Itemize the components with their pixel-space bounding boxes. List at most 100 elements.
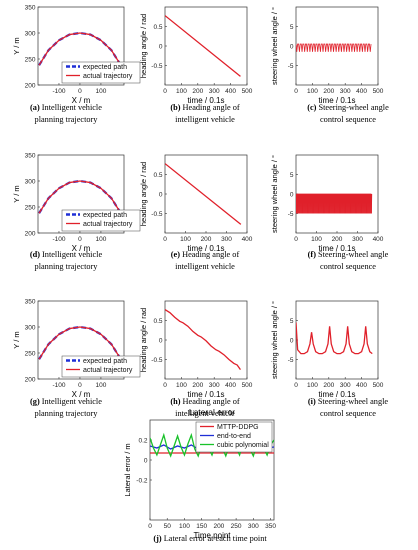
x-tick-label: 350 [265, 523, 276, 530]
x-tick-label: 100 [95, 236, 106, 243]
y-tick-label: 0 [159, 191, 163, 198]
legend: expected path actual trajectory [61, 61, 141, 84]
legend-label: actual trajectory [83, 367, 133, 374]
caption: (e) Heading angle of intelligent vehicle [171, 250, 240, 271]
x-tick-label: 0 [78, 382, 82, 389]
x-tick-label: 100 [180, 236, 191, 243]
y-axis-label: heading angle / rad [139, 162, 148, 226]
caption-text: Intelligent vehicle [42, 103, 102, 112]
x-axis-label: time / 0.1s [319, 244, 356, 253]
x-tick-label: 0 [163, 236, 167, 243]
x-tick-label: 200 [323, 382, 334, 389]
series-line-2 [150, 432, 274, 458]
caption-label: (f) [308, 250, 318, 259]
y-axis-label: Y / m [12, 331, 21, 348]
x-tick-label: 150 [196, 523, 207, 530]
x-tick-label: 400 [242, 236, 253, 243]
caption: (f) Steering-wheel angle control sequence [308, 250, 389, 271]
chart-b: 0 100 200 300 400 500 -0.5 0 0.5 time / 0.1s headi… [139, 6, 253, 124]
series-line [296, 43, 372, 52]
caption-text: control sequence [320, 262, 376, 271]
chart-c: 0 100 200 300 400 500 -5 0 5 time / 0.1s steering … [270, 6, 389, 124]
y-axis-label: Y / m [12, 37, 21, 54]
x-tick-label: 100 [176, 88, 187, 95]
caption: (a) Intelligent vehicle planning trajecto… [30, 103, 102, 124]
x-tick-label: 200 [323, 88, 334, 95]
y-axis-label: Lateral error / m [123, 443, 132, 496]
y-tick-label: 300 [25, 30, 36, 37]
x-tick-label: -100 [52, 236, 65, 243]
caption: (b) Heading angle of intelligent vehicle [170, 103, 240, 124]
caption-label: (c) [307, 103, 318, 112]
chart-f: 0 100 200 300 400 -5 0 5 time / 0.1s steering whe… [270, 154, 389, 271]
caption-text: control sequence [320, 409, 376, 418]
chart-title: Lateral error [189, 407, 235, 417]
chart-a: -100 0 100 200 250 300 350 X / m Y / m expected p… [12, 4, 141, 124]
caption-line: control sequence [320, 262, 376, 271]
x-tick-label: 300 [209, 88, 220, 95]
caption: (j) Lateral error at each time point [153, 534, 267, 543]
legend-label: actual trajectory [83, 73, 133, 80]
x-axis-label: time / 0.1s [188, 244, 225, 253]
plot-area [165, 163, 242, 225]
x-tick-label: 500 [242, 382, 253, 389]
y-tick-label: 350 [25, 298, 36, 305]
caption-line: planning trajectory [35, 409, 99, 418]
plot-frame [164, 6, 248, 86]
x-tick-label: 200 [332, 236, 343, 243]
caption-line: intelligent vehicle [175, 262, 235, 271]
caption: (g) Intelligent vehicle planning trajecto… [30, 397, 102, 418]
caption-text: intelligent vehicle [175, 262, 235, 271]
x-tick-label: 400 [356, 382, 367, 389]
caption-line: (f) Steering-wheel angle [308, 250, 389, 259]
series-line-1 [38, 32, 122, 66]
caption-text: Intelligent vehicle [42, 250, 102, 259]
caption-line: control sequence [320, 115, 376, 124]
legend: expected path actual trajectory [61, 355, 141, 378]
plot-frame [164, 154, 248, 234]
caption-line: (b) Heading angle of [170, 103, 240, 112]
y-tick-label: -0.5 [151, 357, 163, 364]
y-axis-label: steering wheel angle / ° [270, 155, 279, 233]
series-line-1 [38, 180, 122, 214]
y-tick-label: 350 [25, 4, 36, 11]
legend-label: expected path [83, 358, 127, 365]
y-tick-label: 0.5 [153, 24, 162, 31]
y-tick-label: -5 [288, 63, 294, 70]
caption-line: (c) Steering-wheel angle [307, 103, 389, 112]
caption-line: (g) Intelligent vehicle [30, 397, 102, 406]
legend-label: end-to-end [217, 433, 251, 440]
x-tick-label: 100 [95, 382, 106, 389]
plot-area [165, 309, 241, 371]
x-tick-label: 0 [294, 88, 298, 95]
y-tick-label: 350 [25, 152, 36, 159]
caption: (h) Heading angle of intelligent vehicle [170, 397, 240, 418]
x-tick-label: 400 [225, 382, 236, 389]
caption-text: Heading angle of [182, 250, 239, 259]
caption-line: (a) Intelligent vehicle [30, 103, 102, 112]
y-tick-label: 300 [25, 324, 36, 331]
y-tick-label: -0.5 [151, 211, 163, 218]
legend-label: cubic polynomial [217, 442, 269, 449]
x-axis-label: time / 0.1s [319, 390, 356, 399]
caption-line: (j) Lateral error at each time point [153, 534, 267, 543]
x-axis-label: time / 0.1s [188, 96, 225, 105]
y-tick-label: 0.5 [153, 172, 162, 179]
y-tick-label: 0 [159, 43, 163, 50]
legend-box [61, 355, 141, 378]
caption-label: (d) [30, 250, 42, 259]
caption-text: planning trajectory [35, 115, 99, 124]
y-tick-label: 200 [25, 230, 36, 237]
x-tick-label: 0 [163, 88, 167, 95]
caption-line: (i) Steering-wheel angle [308, 397, 388, 406]
x-axis-label: time / 0.1s [319, 96, 356, 105]
plot-area [296, 322, 373, 355]
caption-text: Steering-wheel angle [319, 103, 390, 112]
x-tick-label: 100 [307, 382, 318, 389]
x-axis-label: X / m [72, 244, 91, 253]
plot-area [38, 31, 122, 66]
y-tick-label: 0 [290, 337, 294, 344]
x-axis-label: X / m [72, 390, 91, 399]
x-tick-label: 200 [213, 523, 224, 530]
